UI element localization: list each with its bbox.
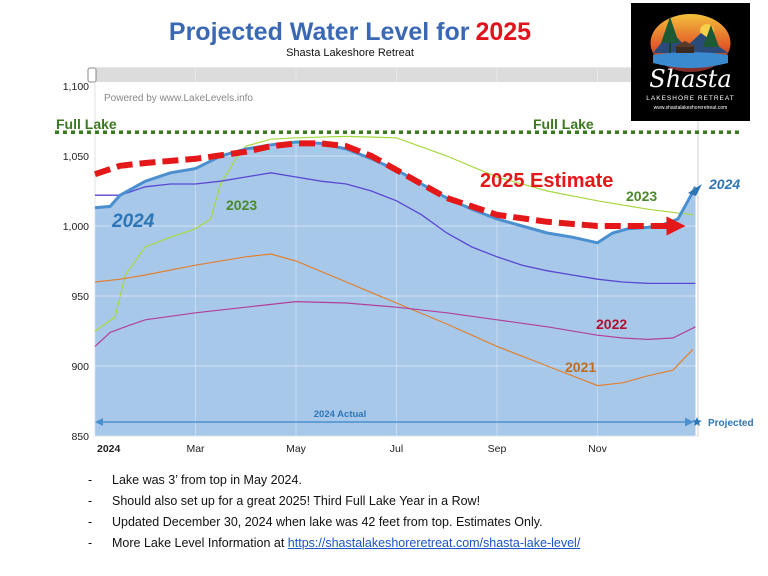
arrow-left-icon (95, 418, 103, 426)
label-2022: 2022 (596, 316, 627, 332)
2024-actual-label: 2024 Actual (314, 409, 366, 420)
star-icon (692, 417, 702, 426)
note-text: More Lake Level Information at (112, 536, 288, 550)
x-tick-label: Jul (390, 443, 403, 455)
note-item: - Should also set up for a great 2025! Th… (88, 494, 481, 508)
series-unlabeled-purple-line (95, 172, 696, 285)
logo-name: Shasta (649, 65, 732, 93)
logo-tagline: LAKESHORE RETREAT (646, 95, 735, 102)
lake-level-link[interactable]: https://shastalakeshoreretreat.com/shast… (287, 536, 581, 550)
label-2023-right: 2023 (626, 188, 657, 204)
label-2021: 2021 (565, 359, 596, 375)
notes-list: - Lake was 3’ from top in May 2024. - Shou… (88, 470, 580, 554)
scroll-handle[interactable] (87, 67, 97, 83)
chart-title: Projected Water Level for 2025 (80, 18, 620, 47)
label-2025-estimate: 2025 Estimate (480, 170, 613, 192)
series-2021-line (94, 253, 694, 387)
note-item: - Updated December 30, 2024 when lake was… (88, 515, 543, 529)
series-2023-line (94, 135, 694, 332)
note-text: Lake was 3’ from top in May 2024. (112, 473, 302, 487)
watermark: Powered by www.LakeLevels.info (104, 93, 253, 104)
y-tick-label: 1,100 (63, 81, 89, 93)
y-tick-label: 950 (71, 291, 89, 303)
full-lake-label-left: Full Lake (56, 116, 117, 132)
x-tick-label: Nov (588, 443, 607, 455)
title-year: 2025 (475, 18, 532, 46)
y-tick-label: 850 (71, 431, 89, 443)
label-2023-left: 2023 (226, 197, 257, 213)
projected-label: Projected (708, 418, 754, 429)
water-level-chart: Powered by www.LakeLevels.info 850 900 950… (55, 67, 754, 455)
y-tick-label: 1,050 (63, 151, 89, 163)
note-item: - More Lake Level Information at https://… (88, 536, 581, 550)
series-2024-area (95, 142, 696, 436)
shasta-logo: Shasta LAKESHORE RETREAT www.shastalakes… (631, 3, 750, 121)
gridlines (94, 68, 698, 437)
note-text: Updated December 30, 2024 when lake was … (112, 515, 543, 529)
y-axis: 850 900 950 1,000 1,050 1,100 (63, 81, 89, 443)
note-text: Should also set up for a great 2025! Thi… (112, 494, 481, 508)
logo-emblem-icon (650, 14, 731, 72)
x-tick-label: Mar (186, 443, 205, 455)
x-tick-label: May (286, 443, 307, 455)
x-axis: 2024 Mar May Jul Sep Nov (97, 443, 608, 455)
x-tick-label: Sep (488, 443, 507, 455)
plot-top-band (95, 68, 698, 82)
arrow-2024-right-icon (688, 184, 702, 196)
label-2024-big: 2024 (111, 211, 155, 232)
series-2022-line (94, 300, 696, 347)
x-tick-label: 2024 (97, 443, 121, 455)
logo-url: www.shastalakeshoreretreat.com (653, 105, 728, 111)
note-item: - Lake was 3’ from top in May 2024. (88, 473, 302, 487)
series-2025-estimate-line (94, 140, 686, 236)
full-lake-label-right: Full Lake (533, 116, 594, 132)
y-tick-label: 1,000 (63, 221, 89, 233)
title-main: Projected Water Level for (168, 18, 470, 46)
y-tick-label: 900 (71, 361, 89, 373)
chart-subtitle: Shasta Lakeshore Retreat (286, 47, 414, 59)
label-2024-right: 2024 (708, 176, 740, 192)
